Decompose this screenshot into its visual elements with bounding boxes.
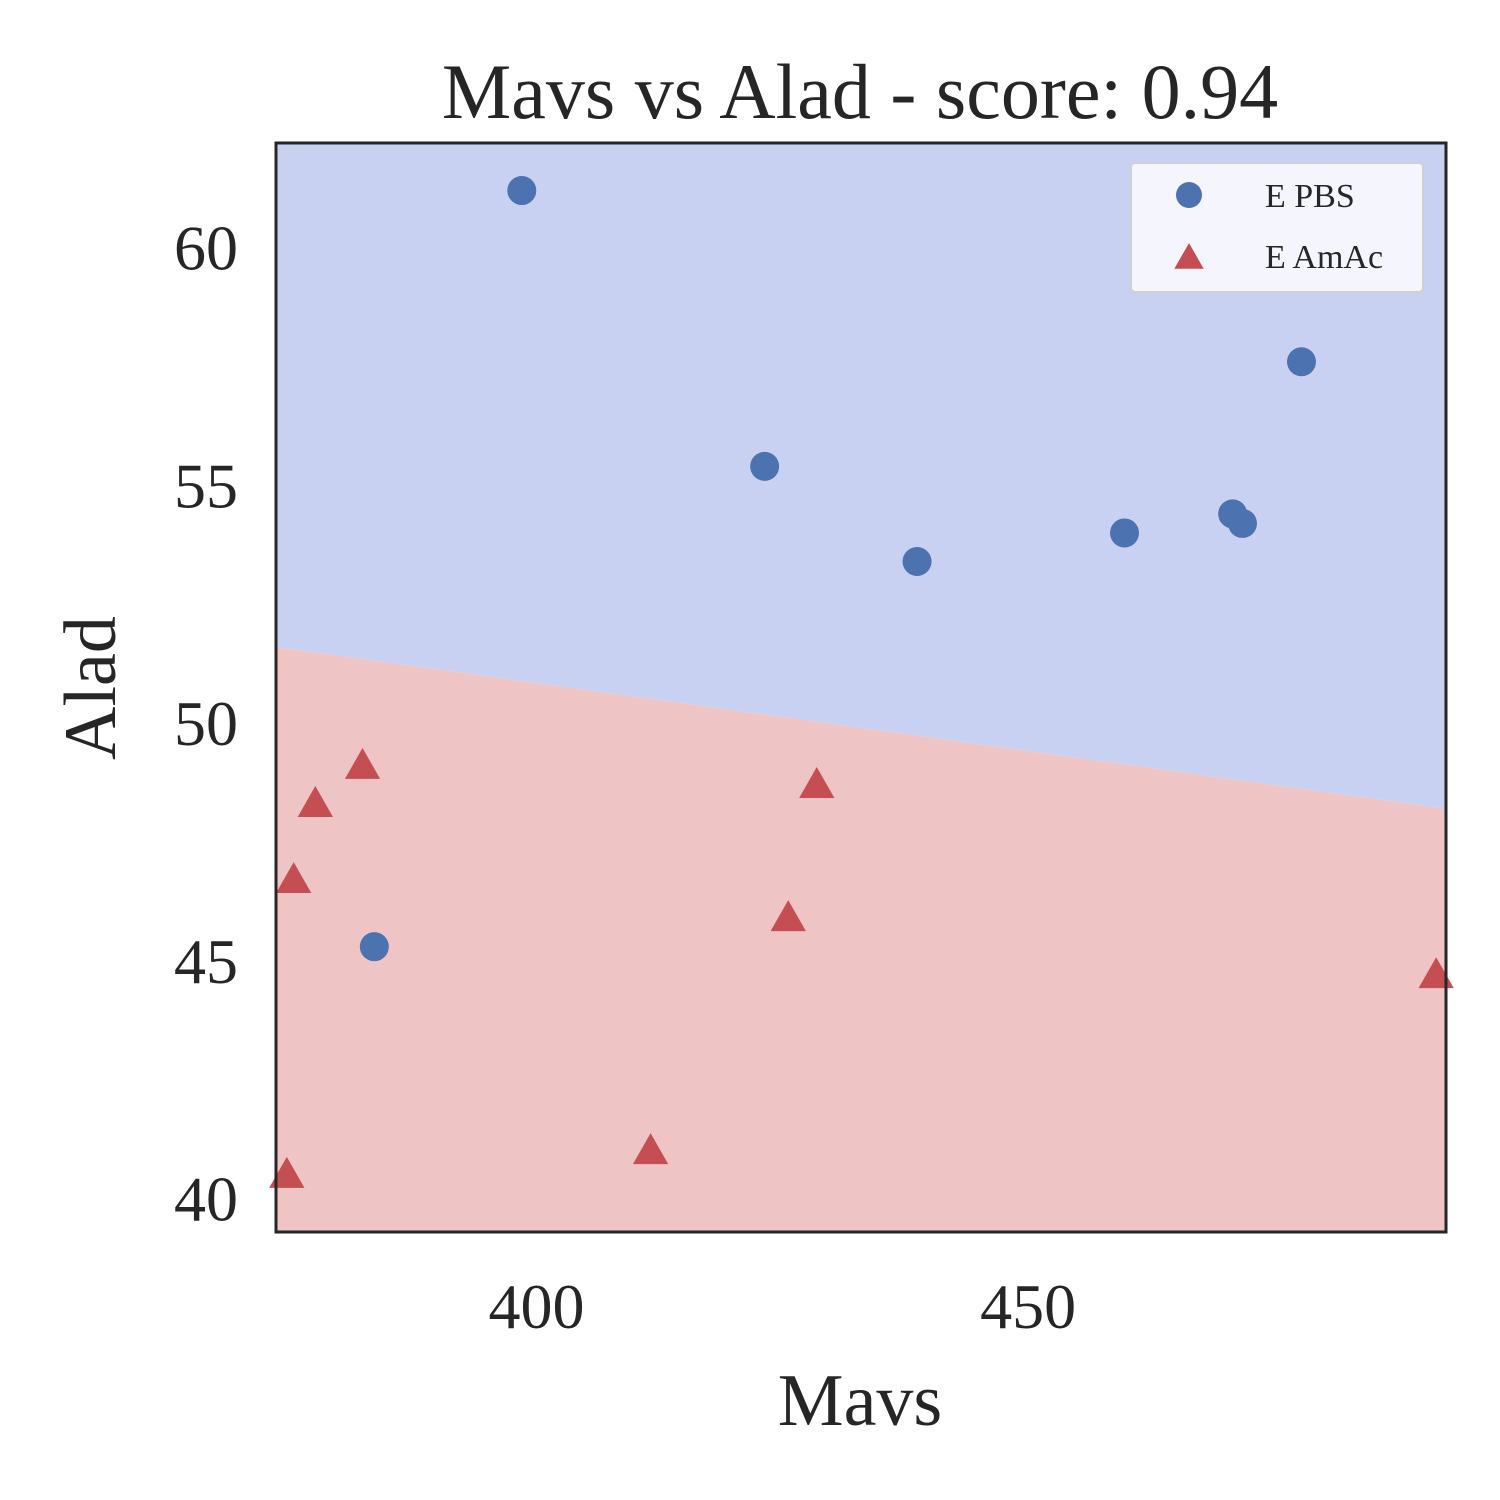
point-e-amac-1 <box>297 786 333 817</box>
y-tick-label: 50 <box>174 688 238 759</box>
chart-title: Mavs vs Alad - score: 0.94 <box>442 48 1278 135</box>
point-e-amac-4 <box>632 1133 669 1165</box>
legend-marker-e-amac <box>1174 243 1204 269</box>
point-e-pbs-0 <box>507 176 537 206</box>
legend-label-e-pbs: E PBS <box>1265 178 1355 215</box>
point-e-pbs-2 <box>902 546 932 576</box>
x-axis-label: Mavs <box>778 1360 942 1442</box>
y-tick-label: 55 <box>174 450 238 521</box>
x-tick-label: 450 <box>980 1271 1076 1342</box>
point-e-pbs-1 <box>750 451 780 481</box>
point-e-amac-5 <box>799 766 835 798</box>
legend-label-e-amac: E AmAc <box>1265 239 1383 276</box>
point-e-amac-3 <box>269 1156 305 1188</box>
lower-decision-region <box>276 647 1446 1232</box>
decision-regions <box>276 143 1446 1232</box>
point-e-pbs-7 <box>359 932 389 962</box>
y-axis-ticks: 40 45 50 55 60 <box>174 213 238 1235</box>
point-e-amac-2 <box>276 862 312 894</box>
point-e-amac-6 <box>770 900 806 932</box>
y-tick-label: 60 <box>174 213 238 284</box>
point-e-pbs-5 <box>1227 508 1257 538</box>
legend: E PBS E AmAc <box>1130 162 1424 293</box>
y-tick-label: 45 <box>174 926 238 997</box>
x-tick-label: 400 <box>489 1271 585 1342</box>
plot-frame <box>274 141 1448 1234</box>
y-axis-label: Alad <box>50 616 132 760</box>
x-axis-ticks: 400 450 <box>489 1271 1077 1342</box>
y-tick-label: 40 <box>174 1164 238 1235</box>
upper-decision-region <box>276 143 1446 809</box>
legend-marker-e-pbs <box>1176 182 1202 208</box>
point-e-pbs-6 <box>1286 347 1316 377</box>
point-e-amac-0 <box>344 747 381 779</box>
point-e-pbs-3 <box>1109 518 1139 548</box>
legend-box <box>1130 162 1424 293</box>
